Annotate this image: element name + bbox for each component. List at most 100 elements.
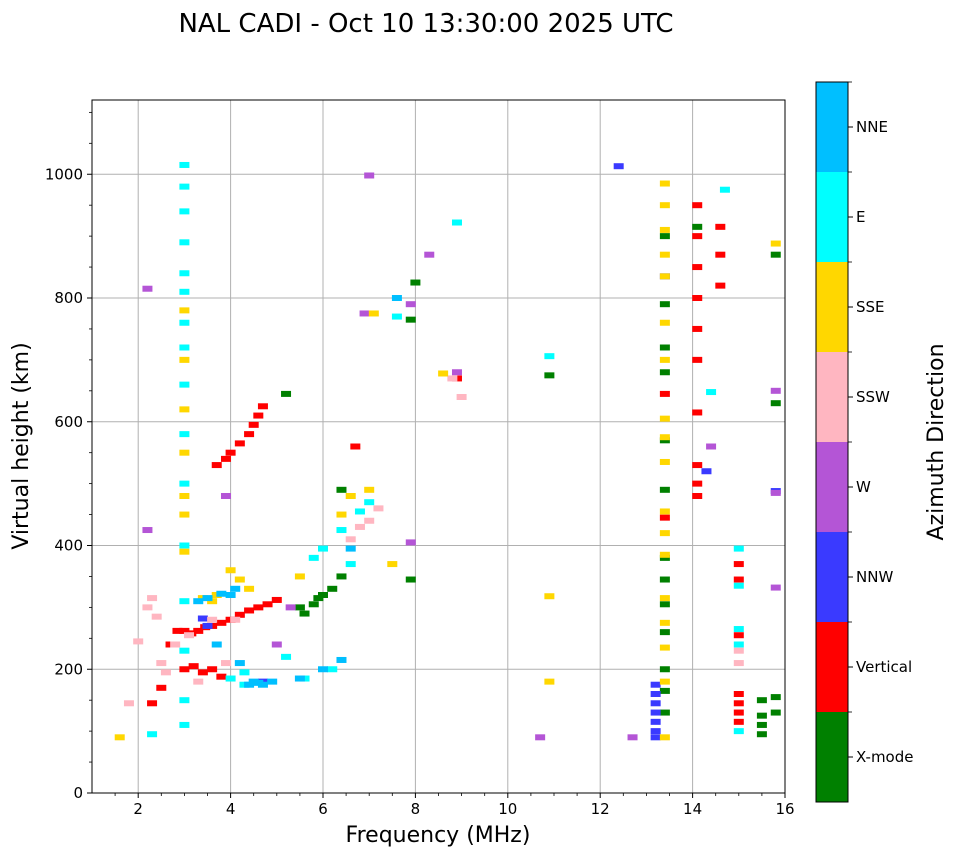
data-point-e: [391, 313, 402, 320]
data-point-ssw: [156, 660, 167, 667]
data-point-ssw: [184, 632, 195, 639]
x-tick-label: 16: [775, 800, 794, 818]
data-point-vertical: [350, 443, 361, 450]
data-point-e: [179, 344, 190, 351]
data-point-ssw: [364, 517, 375, 524]
data-point-x-mode: [659, 369, 670, 376]
data-point-ssw: [373, 505, 384, 512]
colorbar-tick-label: W: [856, 478, 871, 496]
y-tick-label: 200: [54, 660, 83, 678]
data-point-vertical: [188, 663, 199, 670]
data-point-e: [451, 219, 462, 226]
data-point-ssw: [447, 375, 458, 382]
x-tick-label: 4: [226, 800, 236, 818]
data-point-vertical: [244, 607, 255, 614]
data-point-x-mode: [659, 301, 670, 308]
colorbar-frame: [815, 81, 849, 803]
data-point-sse: [659, 734, 670, 741]
data-point-sse: [179, 356, 190, 363]
data-point-vertical: [248, 421, 259, 428]
y-tick-label: 0: [73, 784, 83, 802]
data-point-nne: [345, 545, 356, 552]
data-point-sse: [659, 595, 670, 602]
data-point-e: [179, 208, 190, 215]
data-point-sse: [659, 619, 670, 626]
data-point-e: [179, 598, 190, 605]
data-point-w: [424, 251, 435, 258]
data-point-e: [179, 183, 190, 190]
data-point-e: [733, 641, 744, 648]
data-point-ssw: [133, 638, 144, 645]
data-point-vertical: [234, 440, 245, 447]
data-point-e: [179, 721, 190, 728]
data-point-x-mode: [308, 601, 319, 608]
data-point-nnw: [650, 691, 661, 697]
data-point-x-mode: [659, 554, 670, 561]
data-point-sse: [179, 449, 190, 456]
x-axis-label: Frequency (MHz): [346, 823, 531, 848]
data-point-vertical: [216, 673, 227, 680]
data-point-e: [179, 319, 190, 326]
data-point-e: [336, 527, 347, 534]
data-point-nne: [318, 666, 328, 673]
data-point-x-mode: [659, 687, 670, 694]
colorbar-segment: [816, 82, 848, 172]
colorbar-tick-label: SSE: [856, 298, 885, 316]
data-point-sse: [659, 458, 670, 465]
data-point-nne: [257, 681, 268, 688]
data-point-vertical: [733, 632, 744, 639]
data-point-nnw: [197, 615, 208, 622]
data-point-vertical: [733, 700, 744, 707]
data-point-vertical: [225, 449, 236, 456]
data-point-vertical: [733, 576, 744, 583]
data-point-ssw: [170, 641, 181, 648]
data-point-sse: [364, 486, 375, 493]
data-point-sse: [225, 567, 236, 574]
data-point-ssw: [345, 536, 356, 543]
data-point-x-mode: [659, 437, 670, 444]
data-point-w: [770, 387, 781, 394]
data-point-sse: [179, 406, 190, 413]
data-point-nne: [244, 681, 255, 688]
data-point-sse: [659, 530, 670, 537]
data-point-vertical: [172, 627, 183, 634]
data-point-nnw: [650, 728, 661, 735]
data-point-vertical: [733, 709, 744, 716]
data-point-e: [239, 669, 250, 676]
x-tick-label: 12: [591, 800, 610, 818]
data-point-ssw: [733, 647, 744, 654]
data-point-sse: [659, 356, 670, 363]
colorbar-tick-label: Vertical: [856, 658, 912, 676]
data-point-sse: [659, 202, 670, 209]
data-point-e: [179, 697, 190, 704]
data-point-sse: [659, 251, 670, 258]
data-point-vertical: [659, 514, 670, 521]
data-point-ssw: [230, 616, 241, 623]
data-point-x-mode: [336, 573, 347, 580]
data-point-e: [179, 431, 190, 438]
data-point-sse: [179, 307, 190, 314]
data-point-e: [544, 353, 555, 360]
data-point-vertical: [692, 356, 703, 363]
data-point-nne: [267, 678, 278, 685]
data-point-vertical: [253, 412, 264, 419]
data-point-sse: [659, 644, 670, 651]
data-point-vertical: [733, 691, 744, 697]
data-point-nne: [391, 295, 402, 301]
colorbar-label: Azimuth Direction: [924, 343, 949, 540]
data-point-sse: [659, 226, 670, 233]
data-point-w: [142, 527, 153, 534]
data-point-w: [706, 443, 717, 450]
data-point-vertical: [197, 669, 208, 676]
data-point-vertical: [253, 604, 264, 611]
data-point-vertical: [216, 619, 227, 626]
data-point-w: [770, 489, 781, 496]
data-point-x-mode: [405, 576, 416, 583]
data-point-vertical: [156, 684, 167, 691]
data-point-vertical: [193, 627, 204, 634]
data-point-x-mode: [318, 592, 328, 598]
data-point-vertical: [179, 627, 190, 634]
data-point-sse: [659, 319, 670, 326]
data-point-e: [364, 499, 375, 506]
data-point-ssw: [354, 523, 365, 530]
